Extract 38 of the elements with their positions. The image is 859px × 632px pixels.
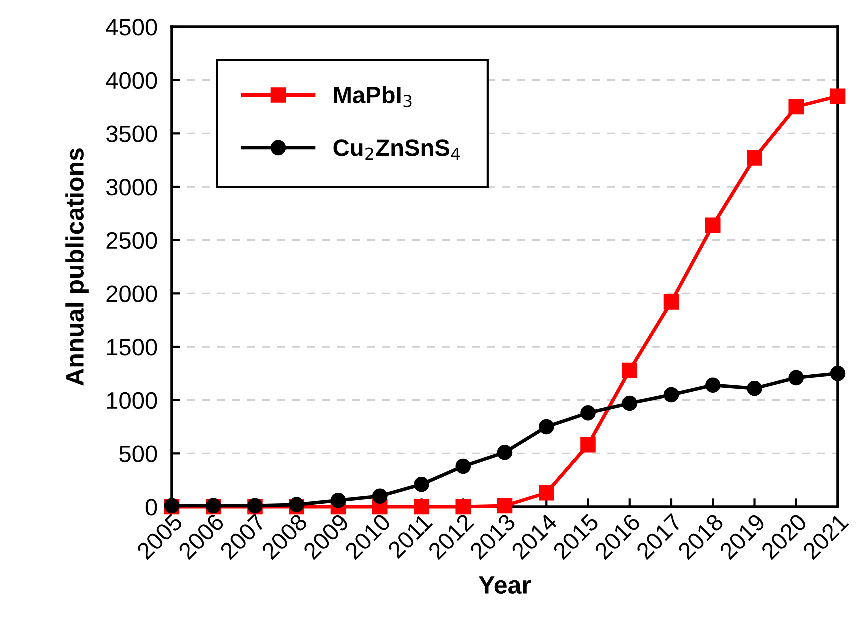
- y-tick-label: 4500: [106, 19, 158, 36]
- point: [747, 150, 762, 166]
- point: [372, 488, 388, 504]
- point: [456, 499, 472, 515]
- legend-label: Cu$_{2}$ZnSnS$_{4}$: [334, 140, 460, 160]
- point: [622, 362, 638, 378]
- y-tick-label: 1500: [107, 339, 158, 356]
- point: [664, 294, 680, 310]
- point: [622, 396, 638, 412]
- y-tick-label: 0: [146, 499, 158, 516]
- y-tick-label: 3500: [106, 126, 158, 142]
- point: [664, 387, 680, 403]
- point: [830, 366, 846, 382]
- point: [830, 88, 846, 104]
- point: [330, 492, 346, 508]
- point: [580, 405, 596, 421]
- y-tick-label: 2500: [106, 232, 158, 250]
- point: [538, 419, 554, 435]
- legend-label: MaPbI$_{3}$: [334, 86, 412, 108]
- point: [788, 99, 804, 115]
- point: [414, 499, 430, 515]
- point: [705, 218, 721, 234]
- point: [580, 437, 596, 453]
- point: [497, 444, 513, 460]
- point: [705, 378, 721, 394]
- point: [456, 458, 472, 474]
- y-axis-title: Annual publications: [66, 148, 89, 386]
- x-axis-title: Year: [479, 576, 532, 594]
- point: [788, 370, 804, 386]
- point: [747, 380, 762, 396]
- point: [538, 485, 554, 501]
- y-tick-label: 3000: [106, 179, 158, 196]
- point: [497, 498, 513, 514]
- point: [414, 476, 430, 492]
- y-tick-label: 2000: [106, 286, 158, 302]
- y-tick-label: 4000: [106, 72, 158, 90]
- y-tick-label: 500: [120, 446, 158, 462]
- y-tick-label: 1000: [107, 392, 158, 410]
